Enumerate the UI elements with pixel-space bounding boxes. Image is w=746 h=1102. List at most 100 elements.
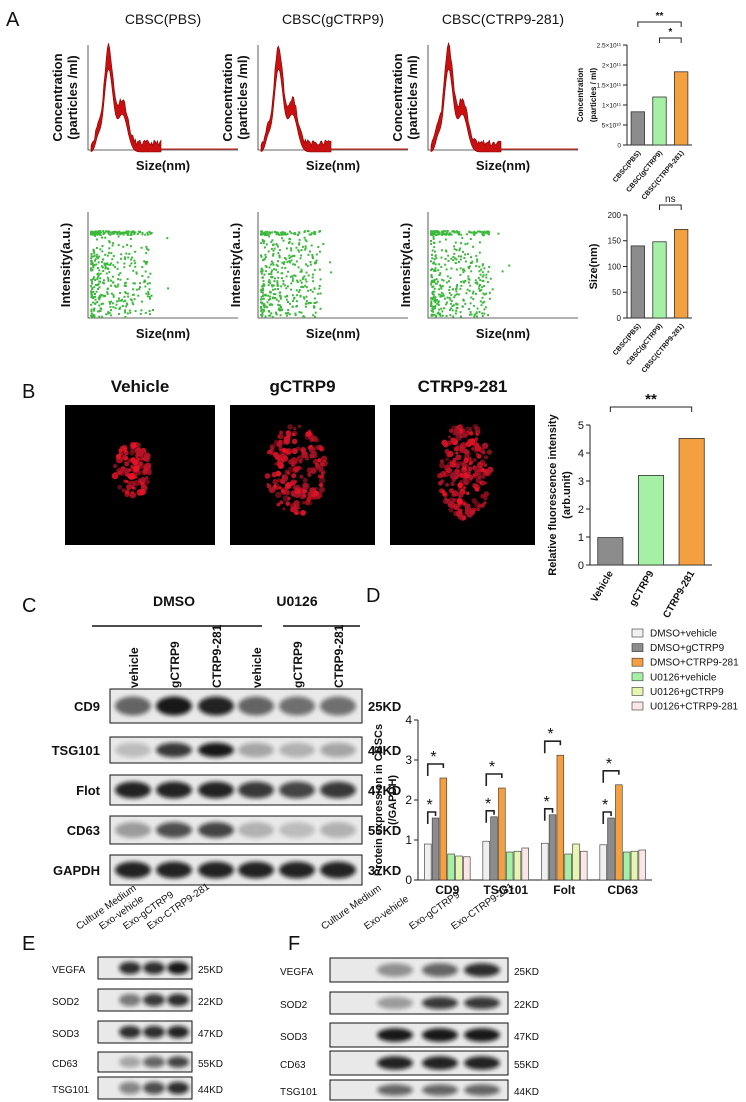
scatter-point bbox=[448, 286, 451, 289]
cell-signal bbox=[483, 455, 489, 460]
scatter-point bbox=[146, 295, 149, 298]
scatter-point bbox=[467, 253, 470, 256]
scatter-point bbox=[444, 238, 447, 241]
cell-signal bbox=[464, 503, 471, 510]
scatter-point bbox=[454, 230, 457, 233]
scatter-point bbox=[287, 309, 290, 311]
scatter-point bbox=[132, 269, 135, 272]
scatter-point bbox=[117, 235, 120, 238]
scatter-point bbox=[318, 287, 321, 290]
scatter-point bbox=[115, 300, 118, 303]
scatter-point bbox=[293, 232, 296, 234]
scatter-point bbox=[93, 254, 96, 257]
scatter-point bbox=[277, 308, 280, 311]
scatter-point bbox=[101, 302, 104, 305]
scatter-point bbox=[281, 237, 284, 240]
scatter-point bbox=[454, 257, 457, 260]
blot-band bbox=[464, 996, 500, 1010]
scatter-point bbox=[93, 276, 95, 279]
blot-band bbox=[422, 1056, 458, 1070]
bar bbox=[439, 777, 448, 881]
scatter-point bbox=[125, 252, 128, 255]
scatter-point bbox=[485, 230, 488, 233]
scatter-point bbox=[139, 282, 141, 285]
scatter-point bbox=[299, 294, 302, 297]
scatter-point bbox=[106, 291, 109, 294]
scatter-point bbox=[150, 294, 153, 297]
scatter-point bbox=[479, 279, 482, 282]
scatter-point bbox=[292, 297, 295, 300]
scatter-point bbox=[276, 281, 279, 284]
scatter-point bbox=[473, 230, 476, 233]
blot-band bbox=[279, 696, 315, 716]
scatter-point bbox=[298, 311, 301, 314]
scatter-point bbox=[266, 306, 269, 309]
scatter-point bbox=[126, 278, 129, 281]
scatter-point bbox=[134, 250, 137, 253]
scatter-point bbox=[431, 305, 434, 308]
scatter-point bbox=[462, 299, 465, 302]
scatter-point bbox=[481, 271, 484, 274]
scatter-point bbox=[439, 295, 442, 298]
scatter-point bbox=[462, 268, 465, 271]
blot-strip bbox=[329, 1079, 509, 1101]
scatter-point bbox=[445, 281, 448, 284]
scatter-point bbox=[274, 230, 276, 233]
cell-signal bbox=[445, 457, 449, 462]
scatter-point bbox=[486, 281, 489, 284]
scatter-point bbox=[99, 277, 102, 280]
scatter-point bbox=[99, 296, 102, 299]
cell-signal bbox=[121, 468, 129, 475]
scatter-point bbox=[139, 286, 141, 289]
scatter-point bbox=[265, 294, 267, 297]
y-tick-label: 5 bbox=[578, 420, 584, 432]
scatter-point bbox=[459, 311, 462, 314]
y-tick-label: 2×10¹¹ bbox=[602, 62, 622, 69]
scatter-point bbox=[291, 280, 294, 282]
blot-band bbox=[143, 1056, 165, 1068]
scatter-point bbox=[94, 234, 97, 237]
scatter-point bbox=[126, 303, 129, 306]
scatter-point bbox=[463, 269, 466, 272]
cell-signal bbox=[300, 509, 306, 516]
scatter-point bbox=[93, 309, 95, 312]
scatter-point bbox=[91, 280, 94, 283]
x-tick-label: TSG101 bbox=[483, 883, 528, 897]
scatter-point bbox=[91, 282, 93, 285]
scatter-point bbox=[299, 279, 302, 282]
scatter-point bbox=[104, 236, 107, 239]
scatter-point bbox=[269, 282, 272, 285]
cell-signal bbox=[307, 472, 312, 477]
scatter-point bbox=[278, 249, 281, 252]
scatter-point bbox=[126, 312, 129, 315]
scatter-point bbox=[271, 269, 274, 272]
scatter-point bbox=[134, 262, 137, 265]
scatter-point bbox=[462, 250, 464, 253]
cell-signal bbox=[130, 490, 134, 495]
scatter-point bbox=[312, 232, 315, 235]
bar bbox=[447, 853, 455, 881]
scatter-point bbox=[270, 260, 273, 263]
scatter-point bbox=[290, 282, 293, 285]
scatter-point bbox=[461, 236, 464, 239]
scatter-point bbox=[318, 268, 321, 271]
scatter-point bbox=[290, 275, 292, 278]
scatter-point bbox=[444, 233, 447, 236]
scatter-point bbox=[300, 286, 303, 288]
scatter-point bbox=[298, 289, 301, 292]
protein-label: CD63 bbox=[52, 1059, 78, 1070]
scatter-point bbox=[305, 295, 308, 298]
scatter-point bbox=[105, 313, 108, 316]
scatter-point bbox=[265, 243, 268, 246]
protein-label: CD63 bbox=[67, 823, 100, 838]
scatter-point bbox=[273, 247, 276, 250]
scatter-point bbox=[114, 307, 117, 310]
scatter-point bbox=[91, 287, 94, 290]
scatter-point bbox=[93, 296, 96, 299]
cell-signal bbox=[439, 462, 445, 469]
scatter-point bbox=[300, 254, 303, 257]
bar bbox=[630, 111, 645, 146]
scatter-point bbox=[123, 266, 126, 269]
scatter-point bbox=[433, 250, 436, 253]
scatter-point bbox=[122, 245, 125, 248]
